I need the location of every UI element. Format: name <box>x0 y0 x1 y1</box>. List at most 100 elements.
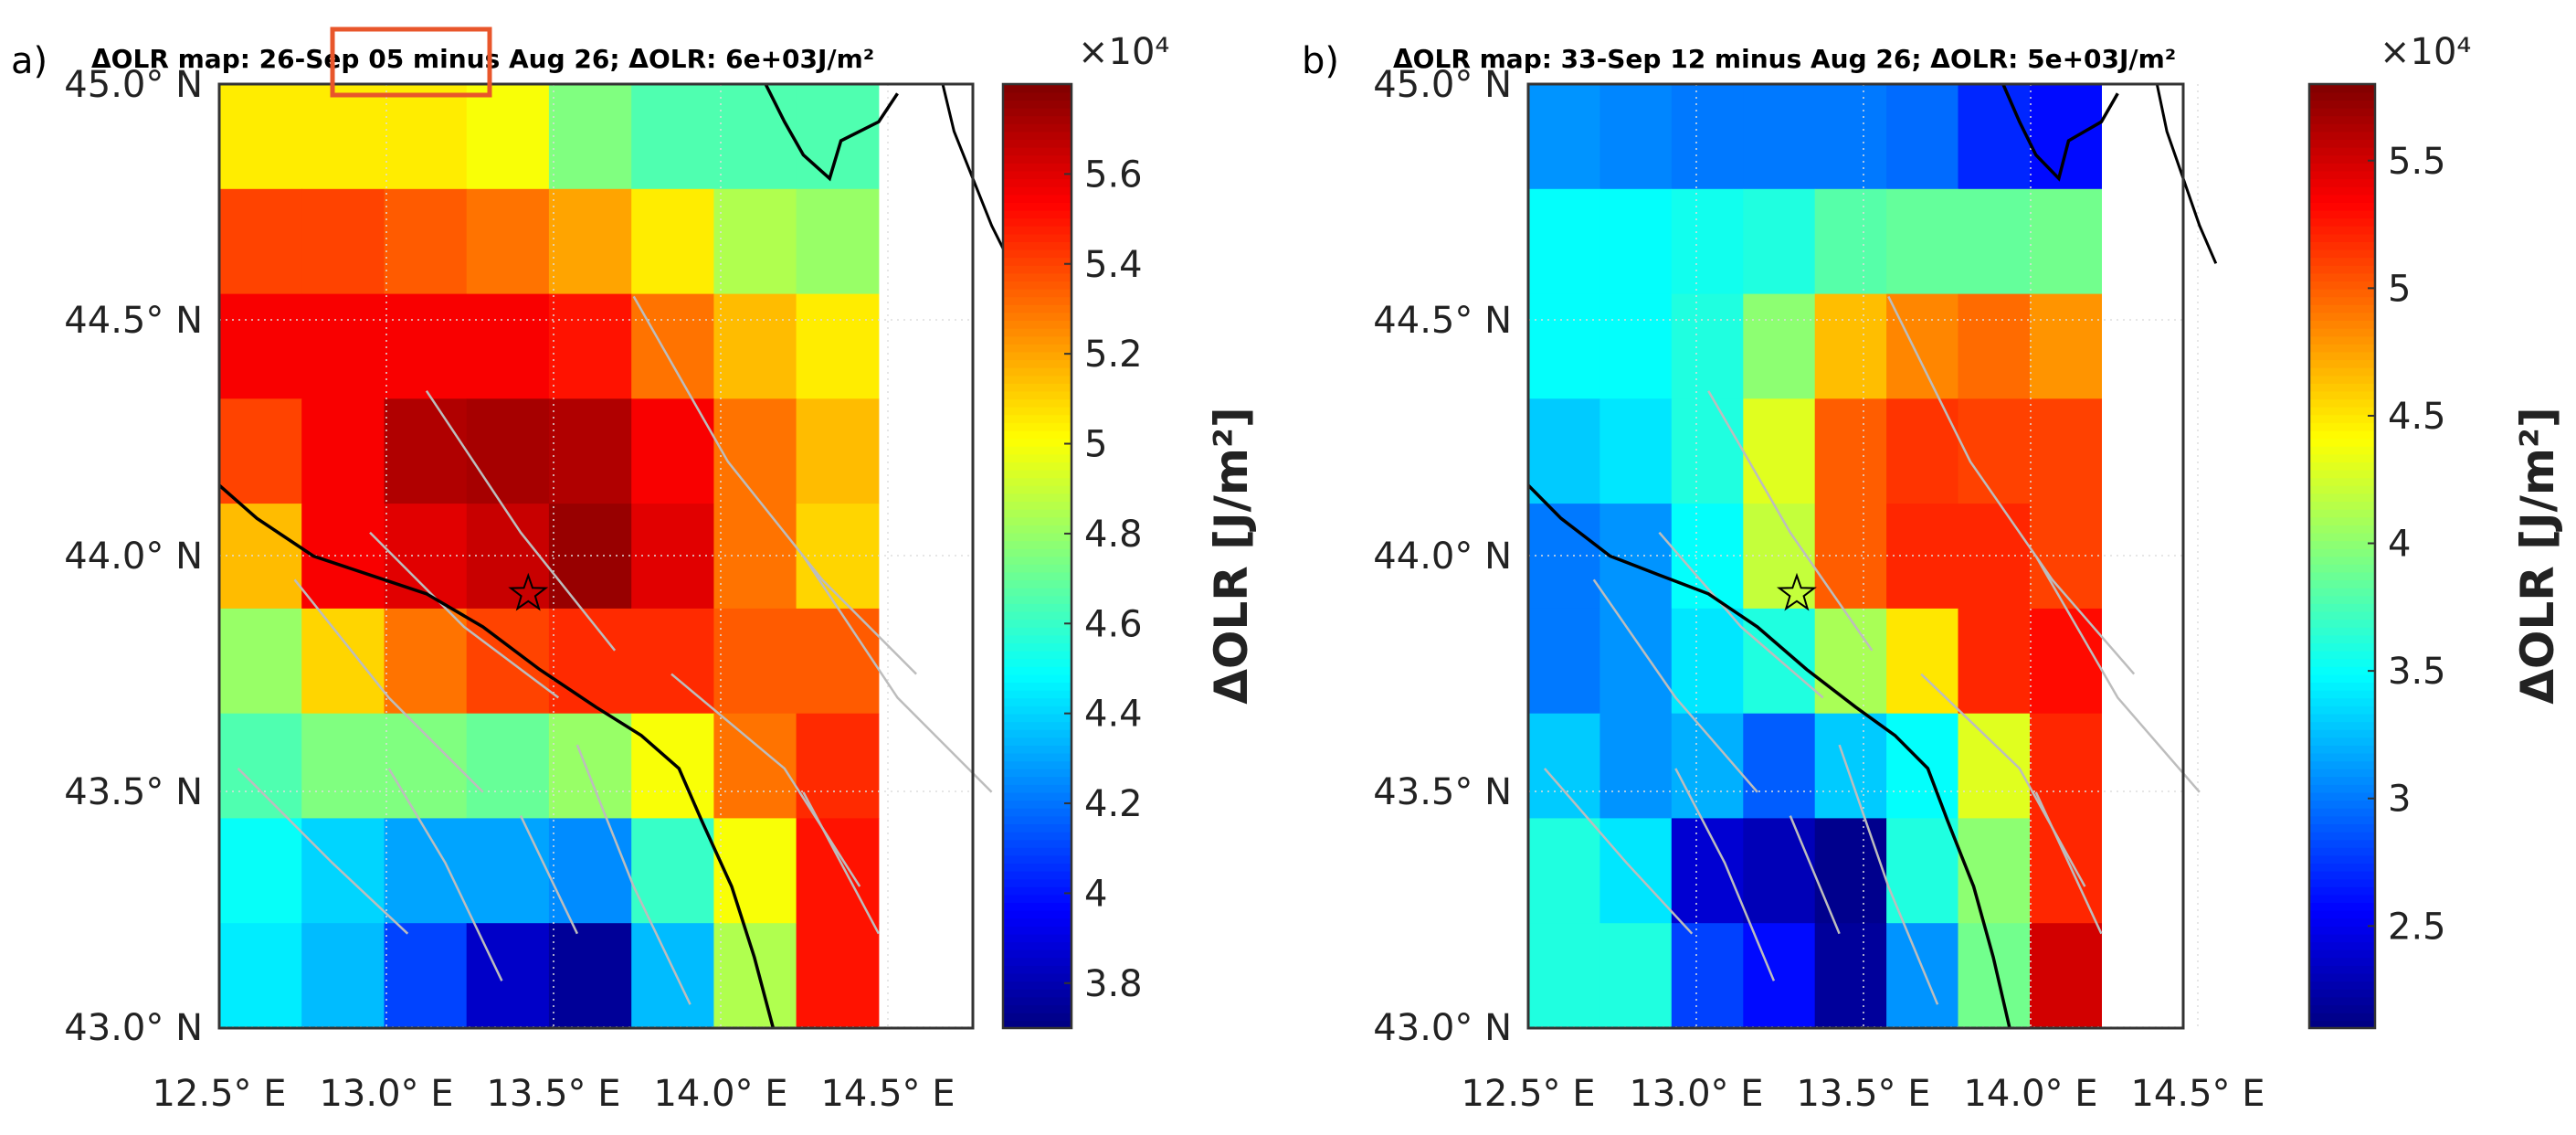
colorbar-segment <box>1003 689 1072 699</box>
colorbar-segment <box>1003 870 1072 880</box>
heatmap-cell <box>1671 504 1744 610</box>
colorbar-segment <box>1003 446 1072 455</box>
y-tick-label: 43.0° N <box>1373 1007 1512 1049</box>
heatmap-cell <box>2030 188 2102 295</box>
colorbar-segment <box>1003 146 1072 156</box>
colorbar-segment <box>2309 438 2375 447</box>
y-tick-label: 44.5° N <box>64 300 203 342</box>
colorbar-segment <box>2309 902 2375 911</box>
colorbar-segment <box>2309 383 2375 392</box>
heatmap-cell <box>219 608 302 715</box>
heatmap-cell <box>796 398 880 504</box>
heatmap-cell <box>1599 608 1673 715</box>
chart-title: ΔOLR map: 33-Sep 12 minus Aug 26; ΔOLR: … <box>1393 44 2176 74</box>
heatmap-cell <box>384 504 468 610</box>
colorbar-segment <box>2309 697 2375 706</box>
colorbar-segment <box>2309 989 2375 998</box>
colorbar-segment <box>1003 477 1072 486</box>
coastline <box>1526 483 2011 1029</box>
heatmap-cell <box>631 608 714 715</box>
heatmap-cell <box>384 188 468 295</box>
heatmap-cell <box>1528 84 1600 190</box>
epicenter-star <box>508 572 549 611</box>
heatmap-cell <box>1599 398 1673 504</box>
y-tick-label: 44.0° N <box>64 536 203 578</box>
colorbar-segment <box>2309 642 2375 652</box>
colorbar-exponent: ×10⁴ <box>2380 31 2471 73</box>
heatmap-cell <box>219 818 302 924</box>
colorbar-segment <box>1003 430 1072 440</box>
colorbar-segment <box>2309 728 2375 738</box>
colorbar-segment <box>1003 1004 1072 1013</box>
colorbar-segment <box>2309 146 2375 156</box>
heatmap-cell <box>713 293 797 399</box>
colorbar-segment <box>1003 579 1072 589</box>
colorbar-segment <box>2309 745 2375 754</box>
highlight-box <box>330 27 492 98</box>
colorbar-segment <box>1003 823 1072 833</box>
panel-a: 12.5° E 13.0° E 13.5° E 14.0° E 14.5° E 45.0°… <box>11 27 1258 1115</box>
heatmap-cell <box>1814 504 1887 610</box>
heatmap-cell <box>1599 923 1673 1029</box>
colorbar-segment <box>2309 1020 2375 1029</box>
colorbar-segment <box>2309 453 2375 462</box>
heatmap-cell <box>384 398 468 504</box>
heatmap-cell <box>1886 923 1959 1029</box>
colorbar-segment <box>1003 760 1072 769</box>
heatmap-cell <box>219 293 302 399</box>
colorbar-segment <box>1003 776 1072 785</box>
x-tick-label: 12.5° E <box>1461 1073 1595 1115</box>
heatmap-cell <box>2030 293 2102 399</box>
x-tick-label: 12.5° E <box>152 1073 286 1115</box>
colorbar-segment <box>1003 525 1072 534</box>
x-tick-label: 13.5° E <box>1796 1073 1930 1115</box>
heatmap-cell <box>796 713 880 820</box>
colorbar-tick-label: 2.5 <box>2388 906 2446 948</box>
chart-title: ΔOLR map: 26-Sep 05 minus Aug 26; ΔOLR: … <box>91 44 874 74</box>
x-tick-label: 14.0° E <box>1963 1073 2097 1115</box>
colorbar-segment <box>1003 438 1072 447</box>
colorbar-segment <box>1003 390 1072 400</box>
heatmap-cell <box>1814 398 1887 504</box>
colorbar-segment <box>1003 556 1072 565</box>
heatmap-cell <box>1886 818 1959 924</box>
heatmap-cell <box>1671 84 1744 190</box>
fault-line <box>670 673 861 887</box>
y-tick-label: 43.5° N <box>64 771 203 813</box>
fault-line <box>1707 390 1874 652</box>
x-tick-label: 13.0° E <box>1629 1073 1763 1115</box>
fault-line <box>1887 295 2136 675</box>
colorbar-segment <box>1003 587 1072 597</box>
x-tick-label: 13.5° E <box>486 1073 620 1115</box>
colorbar-segment <box>2309 800 2375 809</box>
heatmap-cell <box>713 188 797 295</box>
colorbar-segment <box>1003 422 1072 431</box>
colorbar-segment <box>1003 241 1072 250</box>
colorbar-frame <box>2307 82 2377 1030</box>
colorbar-segment <box>1003 320 1072 329</box>
colorbar-segment <box>1003 674 1072 683</box>
colorbar-label: ΔOLR [J/m²] <box>1205 407 1258 705</box>
colorbar-segment <box>1003 941 1072 950</box>
fault-line <box>1920 673 2086 887</box>
heatmap-cell <box>1958 293 2031 399</box>
colorbar-segment <box>1003 485 1072 494</box>
heatmap-cell <box>631 818 714 924</box>
colorbar-segment <box>2309 123 2375 133</box>
colorbar-segment <box>1003 666 1072 675</box>
colorbar-segment <box>2309 501 2375 510</box>
colorbar-exponent: ×10⁴ <box>1078 31 1169 73</box>
colorbar-segment <box>1003 808 1072 817</box>
heatmap-cell <box>1743 398 1816 504</box>
colorbar-segment <box>1003 257 1072 266</box>
colorbar-segment <box>1003 186 1072 196</box>
colorbar-segment <box>2309 579 2375 589</box>
heatmap-cell <box>1528 398 1600 504</box>
colorbar-tick-label: 4 <box>2388 524 2411 566</box>
heatmap-cell <box>1599 293 1673 399</box>
colorbar-segment <box>1003 965 1072 974</box>
colorbar-segment <box>1003 839 1072 848</box>
colorbar-segment <box>2309 406 2375 416</box>
colorbar-segment <box>2309 84 2375 93</box>
heatmap-cell <box>1743 188 1816 295</box>
